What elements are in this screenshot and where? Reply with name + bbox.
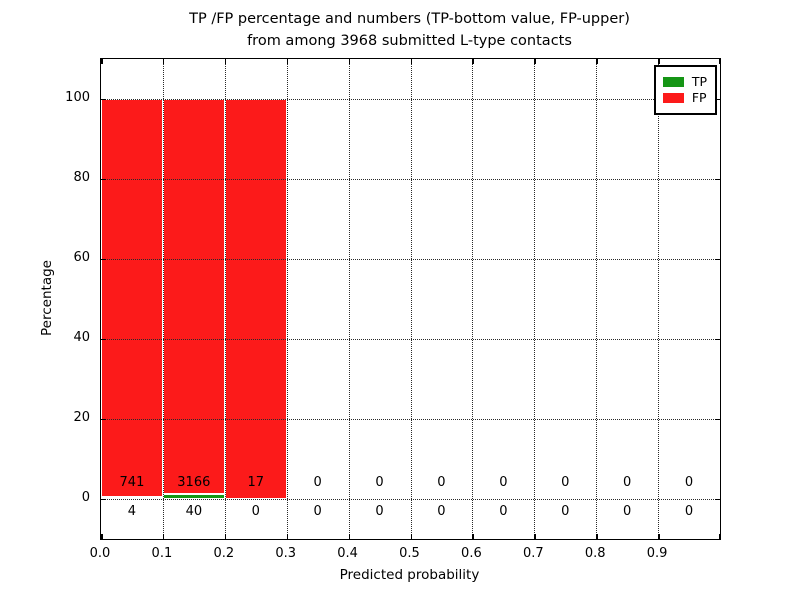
x-tick-label: 0.1 <box>151 546 173 561</box>
x-tick-mark <box>410 534 412 539</box>
fp-count-label: 0 <box>313 475 322 490</box>
fp-count-label: 0 <box>561 475 570 490</box>
fp-count-label: 0 <box>375 475 384 490</box>
vertical-gridline <box>410 59 412 539</box>
fp-bar-segment <box>224 99 287 499</box>
x-tick-mark <box>472 59 474 64</box>
y-tick-mark <box>101 418 106 420</box>
fp-count-label: 741 <box>119 475 145 490</box>
vertical-gridline <box>472 59 474 539</box>
vertical-gridline <box>224 59 226 539</box>
y-tick-mark <box>101 258 106 260</box>
tp-count-label: 4 <box>127 504 137 519</box>
x-tick-mark <box>348 534 351 539</box>
x-tick-mark <box>718 534 720 539</box>
y-tick-mark <box>715 178 720 180</box>
x-tick-mark <box>596 534 598 539</box>
x-tick-mark <box>534 534 536 539</box>
fp-count-label: 0 <box>499 475 508 490</box>
x-tick-mark <box>658 59 660 64</box>
tp-count-label: 0 <box>437 504 446 519</box>
plot-area: TP FP 741 4 3166 40 17 0 0 0 0 0 0 0 0 0 0 0 0 0 0 0 <box>100 58 721 540</box>
tp-count-label: 0 <box>251 504 260 519</box>
vertical-gridline <box>534 59 536 539</box>
tp-count-label: 40 <box>185 504 203 519</box>
tp-count-label: 0 <box>375 504 384 519</box>
x-tick-mark <box>101 59 103 64</box>
y-tick-label: 100 <box>65 90 90 105</box>
tp-count-label: 0 <box>622 504 632 519</box>
y-tick-mark <box>101 98 106 100</box>
y-tick-mark <box>715 498 720 500</box>
fp-legend-swatch-icon <box>662 93 684 103</box>
y-tick-mark <box>101 498 106 500</box>
vertical-gridline <box>286 59 288 539</box>
legend-item-tp: TP <box>662 74 707 89</box>
tp-legend-swatch-icon <box>662 77 684 87</box>
vertical-gridline <box>162 59 164 539</box>
y-tick-mark <box>101 338 106 340</box>
y-tick-label: 0 <box>81 490 90 505</box>
x-axis-label: Predicted probability <box>339 567 480 583</box>
y-tick-mark <box>715 338 720 340</box>
y-tick-label: 60 <box>73 250 90 265</box>
vertical-gridline <box>596 59 598 539</box>
y-axis-label: Percentage <box>39 260 55 336</box>
y-tick-label: 40 <box>73 330 90 345</box>
x-tick-mark <box>101 534 103 539</box>
fp-count-label: 0 <box>684 475 694 490</box>
y-tick-label: 80 <box>73 170 90 185</box>
chart-title-line1: TP /FP percentage and numbers (TP-bottom… <box>189 11 630 27</box>
y-tick-label: 20 <box>73 410 90 425</box>
x-tick-mark <box>718 59 720 64</box>
chart-title: TP /FP percentage and numbers (TP-bottom… <box>100 8 719 52</box>
y-tick-mark <box>715 418 720 420</box>
vertical-gridline <box>658 59 660 539</box>
x-tick-label: 0.9 <box>646 546 668 561</box>
fp-legend-label: FP <box>691 90 707 105</box>
tp-count-label: 0 <box>499 504 508 519</box>
fp-bar-segment <box>162 99 225 494</box>
tp-count-label: 0 <box>561 504 570 519</box>
x-tick-label: 0.0 <box>89 546 111 561</box>
x-tick-mark <box>286 59 289 64</box>
x-tick-mark <box>162 59 165 64</box>
fp-bar-segment <box>101 99 163 497</box>
fp-count-label: 0 <box>622 475 632 490</box>
x-tick-mark <box>224 59 227 64</box>
tp-bar-segment <box>101 496 163 499</box>
x-tick-label: 0.6 <box>461 546 482 561</box>
x-tick-label: 0.8 <box>584 546 606 561</box>
x-tick-label: 0.5 <box>399 546 420 561</box>
fp-count-label: 3166 <box>177 475 211 490</box>
x-tick-mark <box>658 534 660 539</box>
x-tick-mark <box>534 59 536 64</box>
x-tick-mark <box>410 59 412 64</box>
tp-count-label: 0 <box>313 504 322 519</box>
x-tick-label: 0.2 <box>213 546 235 561</box>
tp-legend-label: TP <box>691 74 707 89</box>
vertical-gridline <box>348 59 350 539</box>
y-tick-mark <box>715 258 720 260</box>
x-tick-label: 0.4 <box>337 546 358 561</box>
legend-item-fp: FP <box>662 90 707 105</box>
x-tick-label: 0.7 <box>522 546 544 561</box>
x-tick-mark <box>286 534 289 539</box>
x-tick-mark <box>162 534 165 539</box>
x-tick-label: 0.3 <box>275 546 297 561</box>
fp-count-label: 17 <box>247 475 265 490</box>
x-tick-mark <box>472 534 474 539</box>
x-tick-mark <box>596 59 598 64</box>
fp-count-label: 0 <box>437 475 446 490</box>
x-tick-mark <box>348 59 351 64</box>
tp-count-label: 0 <box>684 504 694 519</box>
legend: TP FP <box>653 65 717 115</box>
chart-title-line2: from among 3968 submitted L-type contact… <box>247 33 572 49</box>
y-tick-mark <box>101 178 106 180</box>
x-tick-mark <box>224 534 227 539</box>
y-tick-mark <box>715 98 720 100</box>
